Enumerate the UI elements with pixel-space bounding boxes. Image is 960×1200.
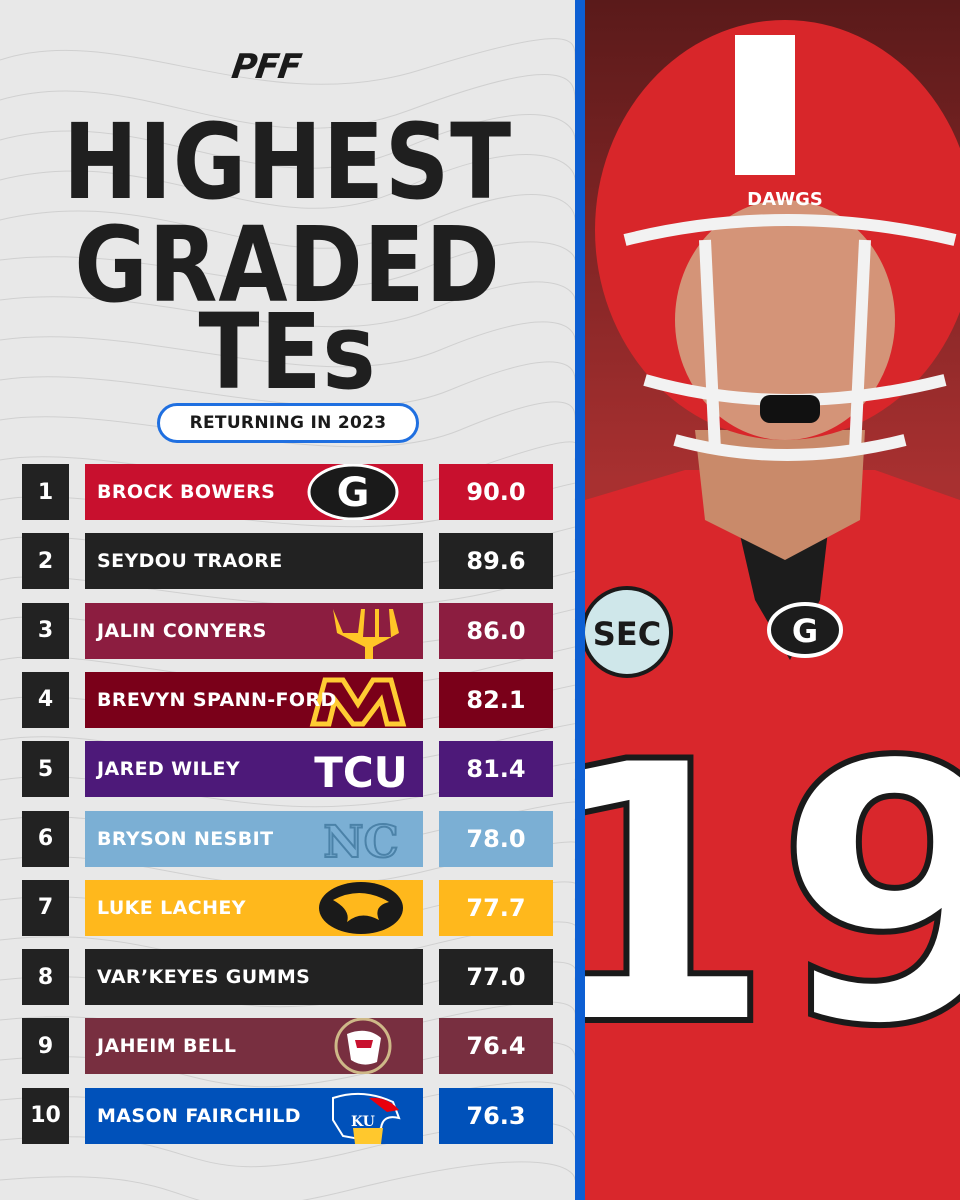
player-photo: DAWGS SEC G 19 [585,0,960,1200]
rank-number: 3 [22,602,69,659]
player-name-box: JAHEIM BELL [85,1018,423,1075]
ranking-row: 9 JAHEIM BELL 76.4 [22,1018,553,1075]
player-name-box: BROCK BOWERS G [85,464,423,520]
pff-logo: PFF [229,47,304,87]
player-name-box: VAR’KEYES GUMMS [85,949,423,1006]
ranking-row: 2 SEYDOU TRAORE 89.6 [22,533,553,590]
player-grade: 82.1 [439,671,553,728]
ranking-row: 4 BREVYN SPANN-FORD 82.1 [22,671,553,728]
ranking-row: 8 VAR’KEYES GUMMS 77.0 [22,949,553,1006]
player-name: BREVYN SPANN-FORD [97,688,337,711]
rank-number: 4 [22,671,69,728]
player-name-box: SEYDOU TRAORE [85,533,423,590]
kansas-jayhawk-icon: KU [332,1092,401,1144]
tcu-icon: TCU [314,748,408,797]
player-grade: 77.0 [439,949,553,1006]
player-name-box: LUKE LACHEY [85,879,423,936]
player-grade: 76.4 [439,1018,553,1075]
rank-number: 7 [22,879,69,936]
player-name: SEYDOU TRAORE [97,550,283,573]
player-name: LUKE LACHEY [97,896,246,919]
player-grade: 78.0 [439,810,553,867]
jersey-number: 19 [585,686,960,1105]
player-name: JAHEIM BELL [97,1035,237,1058]
svg-text:G: G [792,612,818,650]
north-carolina-nc-icon: NC [322,816,399,867]
helmet-text: DAWGS [747,189,823,210]
ranking-row: 7 LUKE LACHEY 77.7 [22,879,553,936]
ranking-row: 5 JARED WILEY TCU 81.4 [22,741,553,798]
player-name: BRYSON NESBIT [97,827,274,850]
player-grade: 86.0 [439,602,553,659]
rank-number: 6 [22,810,69,867]
ranking-row: 1 BROCK BOWERS G 90.0 [22,464,553,520]
ranking-row: 6 BRYSON NESBIT NC 78.0 [22,810,553,867]
ranking-row: 3 JALIN CONYERS 86.0 [22,602,553,659]
rank-number: 2 [22,533,69,590]
player-photo-illustration: DAWGS SEC G 19 [585,0,960,1200]
panel-divider [575,0,585,1200]
svg-text:NC: NC [323,817,398,867]
ranking-row: 10 MASON FAIRCHILD KU 76.3 [22,1087,553,1144]
player-name-box: MASON FAIRCHILD KU [85,1087,423,1144]
player-grade: 90.0 [439,464,553,520]
player-name: MASON FAIRCHILD [97,1104,301,1127]
player-name-box: BRYSON NESBIT NC [85,810,423,867]
rank-number: 9 [22,1018,69,1075]
player-grade: 89.6 [439,533,553,590]
minnesota-m-icon [309,677,407,727]
page-title-line-1: HIGHEST [63,101,512,223]
player-name: JALIN CONYERS [97,619,267,642]
player-name: VAR’KEYES GUMMS [97,966,311,989]
iowa-hawk-icon [319,881,403,934]
page-title-line-3: TEs [198,291,377,413]
player-name-box: BREVYN SPANN-FORD [85,671,423,728]
svg-text:TCU: TCU [314,748,408,797]
player-name-box: JARED WILEY TCU [85,741,423,798]
graphic-left-panel: PFF HIGHEST GRADED TEs RETURNING IN 2023… [0,38,575,1200]
rank-number: 8 [22,949,69,1006]
player-grade: 77.7 [439,879,553,936]
player-grade: 81.4 [439,741,553,798]
arizona-state-pitchfork-icon [333,608,399,659]
player-name-box: JALIN CONYERS [85,602,423,659]
rank-number: 5 [22,741,69,798]
player-name: JARED WILEY [97,758,241,781]
svg-text:G: G [337,470,370,516]
page-title-line-2: GRADED [74,204,501,326]
rank-number: 10 [22,1087,69,1144]
sec-patch-text: SEC [593,615,661,653]
player-grade: 76.3 [439,1087,553,1144]
player-name: BROCK BOWERS [97,481,276,503]
rank-number: 1 [22,464,69,520]
florida-state-seminole-icon [334,1018,392,1075]
svg-text:KU: KU [351,1114,375,1130]
georgia-g-icon: G [307,464,399,520]
subtitle-pill: RETURNING IN 2023 [157,403,419,443]
